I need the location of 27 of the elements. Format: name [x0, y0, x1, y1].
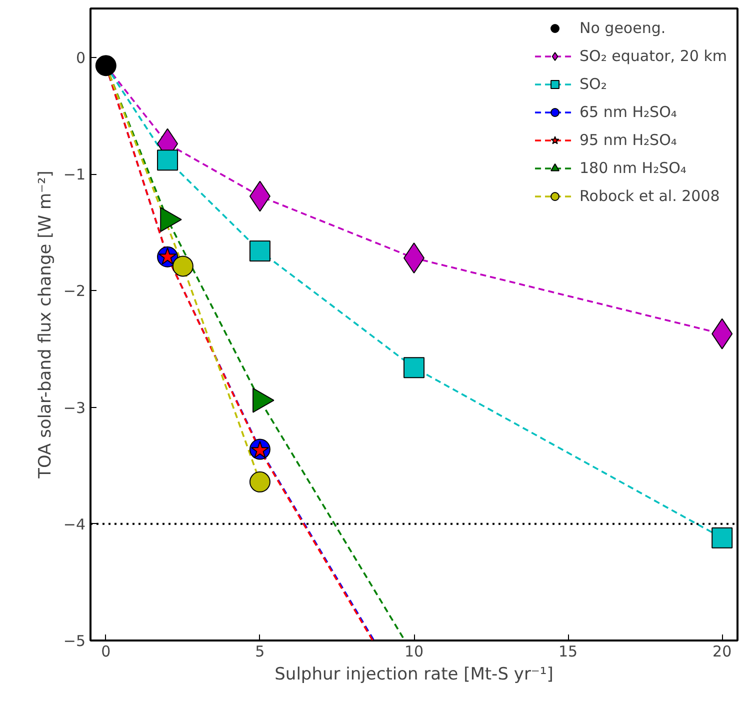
point: [157, 150, 178, 171]
legend-label: Robock et al. 2008: [580, 187, 720, 205]
y-tick-label: −4: [63, 515, 86, 534]
y-tick-label: −1: [63, 166, 86, 184]
legend-label: 65 nm H₂SO₄: [580, 103, 677, 121]
point: [172, 256, 194, 277]
y-tick-label: −3: [63, 398, 86, 417]
x-tick-label: 20: [712, 642, 732, 660]
legend-label: 180 nm H₂SO₄: [580, 159, 686, 177]
x-tick-label: 0: [101, 642, 111, 660]
x-axis-title: Sulphur injection rate [Mt-S yr⁻¹]: [274, 664, 554, 684]
point: [249, 471, 270, 492]
x-tick-label: 15: [558, 642, 578, 660]
point: [404, 357, 424, 378]
y-tick-label: −2: [63, 282, 86, 300]
y-tick-label: −5: [63, 632, 86, 650]
y-tick-label: 0: [76, 48, 86, 67]
legend-label: SO₂ equator, 20 km: [580, 47, 727, 65]
legend-label: SO₂: [580, 75, 607, 93]
x-tick-label: 10: [404, 642, 424, 660]
point: [249, 240, 270, 262]
legend-label: No geoeng.: [580, 19, 666, 37]
legend-label: 95 nm H₂SO₄: [580, 131, 677, 149]
x-tick-label: 5: [255, 642, 265, 660]
point: [95, 55, 116, 76]
point: [712, 527, 733, 548]
y-axis-title: TOA solar-band flux change [W m⁻²]: [35, 170, 56, 480]
